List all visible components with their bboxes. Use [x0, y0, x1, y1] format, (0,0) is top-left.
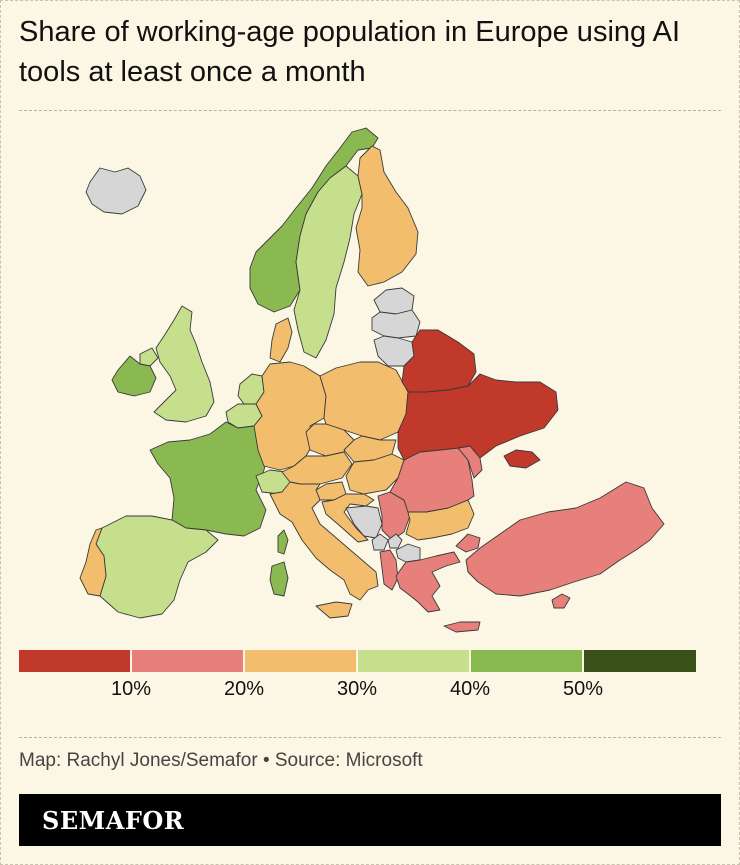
country-sardinia: [269, 561, 289, 597]
legend-segment-30-40: [358, 650, 469, 672]
country-germany: [253, 361, 327, 471]
country-estonia: [373, 287, 415, 315]
country-cyprus: [551, 593, 571, 609]
country-belarus: [401, 329, 477, 395]
country-turkey-thrace: [455, 533, 481, 553]
country-norway: [249, 127, 379, 313]
country-italy: [269, 481, 379, 601]
country-uk: [153, 305, 215, 423]
country-iceland: [85, 167, 147, 215]
country-greece-crete: [443, 621, 481, 633]
legend-segment-40-50: [471, 650, 582, 672]
legend-segment-0-10: [19, 650, 130, 672]
country-finland: [355, 145, 419, 287]
legend-tick-20: 20%: [223, 678, 265, 700]
europe-map: [79, 127, 665, 633]
country-italy-sicily: [315, 601, 353, 619]
top-divider: [19, 110, 721, 111]
semafor-logo: SEMAFOR: [42, 806, 185, 835]
country-turkey: [465, 481, 665, 597]
country-corsica: [277, 529, 289, 555]
country-latvia: [371, 309, 421, 339]
legend-segment-10-20: [132, 650, 243, 672]
country-spain: [95, 515, 219, 619]
country-crimea: [503, 449, 541, 469]
country-ireland: [111, 355, 157, 397]
country-portugal: [79, 527, 107, 597]
country-greece: [395, 551, 461, 613]
bottom-divider: [19, 737, 721, 738]
country-denmark: [269, 317, 293, 363]
legend-tick-50: 50%: [562, 678, 604, 700]
map-title: Share of working-age population in Europ…: [19, 16, 680, 88]
legend-tick-40: 40%: [449, 678, 491, 700]
country-montenegro: [371, 533, 389, 551]
legend-segment-20-30: [245, 650, 356, 672]
country-france: [149, 421, 269, 537]
legend-segment-50-plus: [584, 650, 696, 672]
country-kosovo: [387, 533, 403, 549]
brand-footer: SEMAFOR: [19, 794, 721, 846]
country-ukraine: [397, 373, 559, 461]
country-north-macedonia: [395, 543, 421, 563]
country-uk-ni: [139, 347, 159, 367]
legend-tick-30: 30%: [336, 678, 378, 700]
source-credit: Map: Rachyl Jones/Semafor • Source: Micr…: [19, 750, 423, 771]
country-sweden: [293, 165, 363, 359]
country-bosnia: [345, 505, 383, 539]
country-albania: [379, 549, 399, 591]
legend-tick-10: 10%: [110, 678, 152, 700]
